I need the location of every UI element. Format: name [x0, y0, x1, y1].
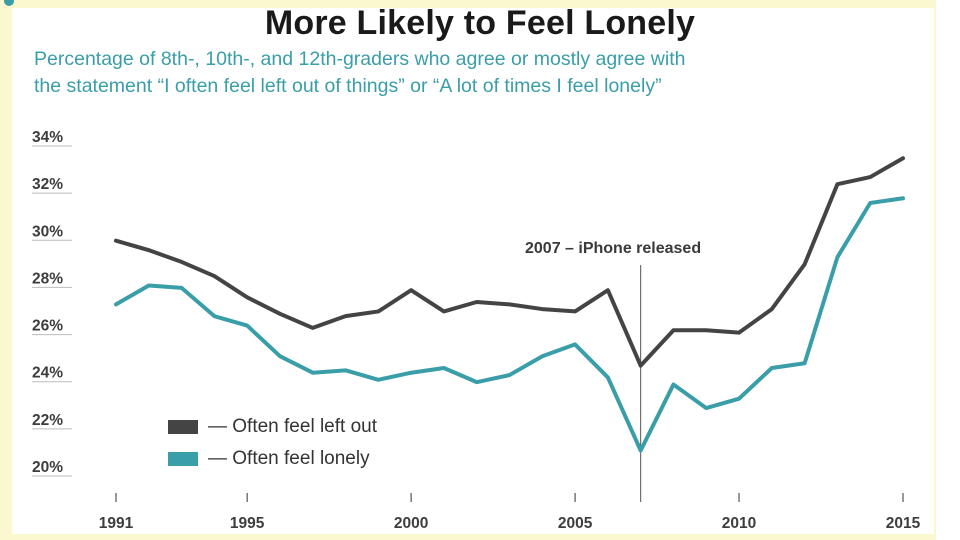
y-tick-label: 32% [32, 176, 63, 193]
legend-item-left-out: — Often feel left out [168, 414, 377, 440]
series-layer [114, 156, 905, 453]
series-line-lonely [114, 196, 905, 453]
chart-title: More Likely to Feel Lonely [264, 4, 696, 42]
chart-subtitle-line-2: the statement “I often feel left out of … [34, 75, 662, 97]
chart-panel [12, 8, 934, 534]
iphone-annotation-label: 2007 – iPhone released [525, 240, 702, 257]
legend-swatch-left-out [168, 420, 198, 434]
y-tick-label: 28% [32, 270, 63, 287]
x-tick-label: 2015 [886, 515, 921, 532]
x-tick-label: 1991 [99, 515, 134, 532]
y-tick-label: 34% [32, 129, 63, 146]
x-axis: 1991 1995 2000 2005 2010 2015 [99, 493, 921, 532]
y-tick-label: 20% [32, 459, 63, 476]
series-line-left-out [114, 156, 905, 368]
right-margin [936, 0, 960, 540]
y-tick-label: 30% [32, 223, 63, 240]
chart-subtitle-line-1: Percentage of 8th-, 10th-, and 12th-grad… [34, 48, 686, 70]
legend-label-lonely: — Often feel lonely [208, 448, 370, 469]
legend: — Often feel left out — Often feel lonel… [168, 414, 377, 478]
y-tick-label: 26% [32, 318, 63, 335]
y-tick-label: 22% [32, 412, 63, 429]
x-tick-label: 2010 [722, 515, 756, 532]
chart-subtitle: Percentage of 8th-, 10th-, and 12th-grad… [34, 46, 934, 100]
legend-swatch-lonely [168, 452, 198, 466]
y-tick-label: 24% [32, 365, 63, 382]
corner-mark [4, 0, 14, 6]
x-tick-label: 1995 [230, 515, 265, 532]
legend-item-lonely: — Often feel lonely [168, 446, 377, 472]
x-tick-label: 2000 [394, 515, 428, 532]
x-tick-label: 2005 [558, 515, 593, 532]
legend-label-left-out: — Often feel left out [208, 416, 377, 437]
y-axis: 34% 32% 30% 28% 26% 24% 22% 20% [32, 129, 72, 477]
